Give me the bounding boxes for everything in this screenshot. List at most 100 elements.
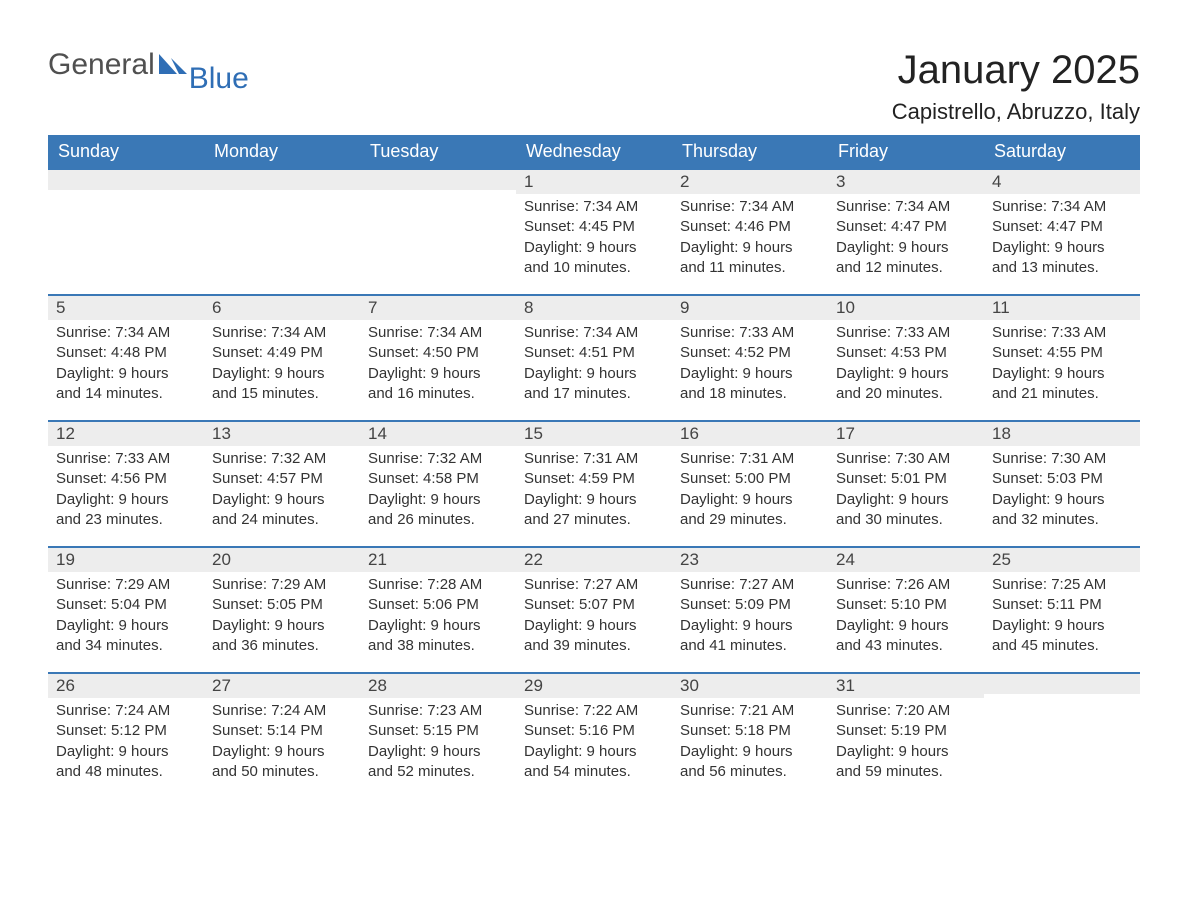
calendar-day-cell: 21Sunrise: 7:28 AMSunset: 5:06 PMDayligh…: [360, 546, 516, 672]
sunset-line: Sunset: 4:55 PM: [992, 343, 1132, 363]
sunset-line: Sunset: 5:06 PM: [368, 595, 508, 615]
day-body: Sunrise: 7:32 AMSunset: 4:57 PMDaylight:…: [204, 446, 360, 536]
month-title: January 2025: [892, 48, 1140, 93]
daylight-line: Daylight: 9 hours and 52 minutes.: [368, 742, 508, 783]
day-number: 28: [360, 672, 516, 698]
day-body: Sunrise: 7:29 AMSunset: 5:05 PMDaylight:…: [204, 572, 360, 662]
day-number: 6: [204, 294, 360, 320]
calendar-day-cell: 23Sunrise: 7:27 AMSunset: 5:09 PMDayligh…: [672, 546, 828, 672]
day-body: Sunrise: 7:31 AMSunset: 5:00 PMDaylight:…: [672, 446, 828, 536]
day-body: Sunrise: 7:33 AMSunset: 4:53 PMDaylight:…: [828, 320, 984, 410]
day-body: Sunrise: 7:23 AMSunset: 5:15 PMDaylight:…: [360, 698, 516, 788]
calendar-day-cell: 7Sunrise: 7:34 AMSunset: 4:50 PMDaylight…: [360, 294, 516, 420]
day-number: 24: [828, 546, 984, 572]
sunrise-line: Sunrise: 7:30 AM: [836, 449, 976, 469]
day-number: 2: [672, 168, 828, 194]
day-number: 22: [516, 546, 672, 572]
sunset-line: Sunset: 5:14 PM: [212, 721, 352, 741]
sunset-line: Sunset: 4:52 PM: [680, 343, 820, 363]
calendar-day-cell: 8Sunrise: 7:34 AMSunset: 4:51 PMDaylight…: [516, 294, 672, 420]
calendar-day-cell: 1Sunrise: 7:34 AMSunset: 4:45 PMDaylight…: [516, 168, 672, 294]
sunset-line: Sunset: 4:49 PM: [212, 343, 352, 363]
day-number: 20: [204, 546, 360, 572]
sunrise-line: Sunrise: 7:30 AM: [992, 449, 1132, 469]
day-number: [204, 168, 360, 190]
weekday-header: Tuesday: [360, 135, 516, 168]
day-number: 16: [672, 420, 828, 446]
daylight-line: Daylight: 9 hours and 20 minutes.: [836, 364, 976, 405]
sunrise-line: Sunrise: 7:27 AM: [680, 575, 820, 595]
sunset-line: Sunset: 5:01 PM: [836, 469, 976, 489]
sunset-line: Sunset: 5:16 PM: [524, 721, 664, 741]
day-number: 31: [828, 672, 984, 698]
brand-logo: General Blue: [48, 48, 249, 82]
sunset-line: Sunset: 5:12 PM: [56, 721, 196, 741]
sunrise-line: Sunrise: 7:25 AM: [992, 575, 1132, 595]
sunset-line: Sunset: 5:04 PM: [56, 595, 196, 615]
day-number: 29: [516, 672, 672, 698]
sunset-line: Sunset: 4:47 PM: [992, 217, 1132, 237]
calendar-day-cell: 13Sunrise: 7:32 AMSunset: 4:57 PMDayligh…: [204, 420, 360, 546]
daylight-line: Daylight: 9 hours and 54 minutes.: [524, 742, 664, 783]
day-number: 5: [48, 294, 204, 320]
daylight-line: Daylight: 9 hours and 30 minutes.: [836, 490, 976, 531]
sunrise-line: Sunrise: 7:33 AM: [836, 323, 976, 343]
day-number: 26: [48, 672, 204, 698]
daylight-line: Daylight: 9 hours and 32 minutes.: [992, 490, 1132, 531]
sunset-line: Sunset: 5:15 PM: [368, 721, 508, 741]
daylight-line: Daylight: 9 hours and 34 minutes.: [56, 616, 196, 657]
sunset-line: Sunset: 5:05 PM: [212, 595, 352, 615]
day-body: [204, 190, 360, 199]
sunrise-line: Sunrise: 7:34 AM: [524, 197, 664, 217]
sunrise-line: Sunrise: 7:31 AM: [680, 449, 820, 469]
daylight-line: Daylight: 9 hours and 16 minutes.: [368, 364, 508, 405]
daylight-line: Daylight: 9 hours and 24 minutes.: [212, 490, 352, 531]
calendar-week-row: 12Sunrise: 7:33 AMSunset: 4:56 PMDayligh…: [48, 420, 1140, 546]
day-number: 1: [516, 168, 672, 194]
day-body: Sunrise: 7:24 AMSunset: 5:14 PMDaylight:…: [204, 698, 360, 788]
sunrise-line: Sunrise: 7:34 AM: [680, 197, 820, 217]
daylight-line: Daylight: 9 hours and 38 minutes.: [368, 616, 508, 657]
location: Capistrello, Abruzzo, Italy: [892, 99, 1140, 125]
sunset-line: Sunset: 5:19 PM: [836, 721, 976, 741]
calendar-day-cell: [984, 672, 1140, 798]
daylight-line: Daylight: 9 hours and 21 minutes.: [992, 364, 1132, 405]
sunset-line: Sunset: 4:50 PM: [368, 343, 508, 363]
day-number: 4: [984, 168, 1140, 194]
calendar-day-cell: 20Sunrise: 7:29 AMSunset: 5:05 PMDayligh…: [204, 546, 360, 672]
sunset-line: Sunset: 5:09 PM: [680, 595, 820, 615]
day-number: 3: [828, 168, 984, 194]
calendar-day-cell: 2Sunrise: 7:34 AMSunset: 4:46 PMDaylight…: [672, 168, 828, 294]
flag-icon: [159, 54, 189, 76]
day-number: 21: [360, 546, 516, 572]
day-body: [984, 694, 1140, 703]
sunset-line: Sunset: 4:48 PM: [56, 343, 196, 363]
day-body: Sunrise: 7:34 AMSunset: 4:49 PMDaylight:…: [204, 320, 360, 410]
calendar-day-cell: 30Sunrise: 7:21 AMSunset: 5:18 PMDayligh…: [672, 672, 828, 798]
day-number: 11: [984, 294, 1140, 320]
calendar-day-cell: [360, 168, 516, 294]
calendar-day-cell: 29 Sunrise: 7:22 AMSunset: 5:16 PMDayligh…: [516, 672, 672, 798]
brand-part1: General: [48, 48, 155, 82]
calendar-day-cell: 16Sunrise: 7:31 AMSunset: 5:00 PMDayligh…: [672, 420, 828, 546]
calendar-body: 1Sunrise: 7:34 AMSunset: 4:45 PMDaylight…: [48, 168, 1140, 798]
calendar-day-cell: 11Sunrise: 7:33 AMSunset: 4:55 PMDayligh…: [984, 294, 1140, 420]
sunset-line: Sunset: 4:57 PM: [212, 469, 352, 489]
calendar-day-cell: [204, 168, 360, 294]
day-number: 17: [828, 420, 984, 446]
day-body: Sunrise: 7:34 AMSunset: 4:48 PMDaylight:…: [48, 320, 204, 410]
sunrise-line: Sunrise: 7:34 AM: [368, 323, 508, 343]
sunrise-line: Sunrise: 7:24 AM: [212, 701, 352, 721]
calendar-week-row: 19Sunrise: 7:29 AMSunset: 5:04 PMDayligh…: [48, 546, 1140, 672]
calendar-table: SundayMondayTuesdayWednesdayThursdayFrid…: [48, 135, 1140, 798]
sunrise-line: Sunrise: 7:34 AM: [524, 323, 664, 343]
sunrise-line: Sunrise: 7:22 AM: [524, 701, 664, 721]
day-body: Sunrise: 7:34 AMSunset: 4:47 PMDaylight:…: [984, 194, 1140, 284]
calendar-day-cell: [48, 168, 204, 294]
sunrise-line: Sunrise: 7:33 AM: [680, 323, 820, 343]
day-body: Sunrise: 7:20 AMSunset: 5:19 PMDaylight:…: [828, 698, 984, 788]
sunset-line: Sunset: 4:45 PM: [524, 217, 664, 237]
sunrise-line: Sunrise: 7:29 AM: [212, 575, 352, 595]
sunrise-line: Sunrise: 7:24 AM: [56, 701, 196, 721]
sunset-line: Sunset: 5:11 PM: [992, 595, 1132, 615]
